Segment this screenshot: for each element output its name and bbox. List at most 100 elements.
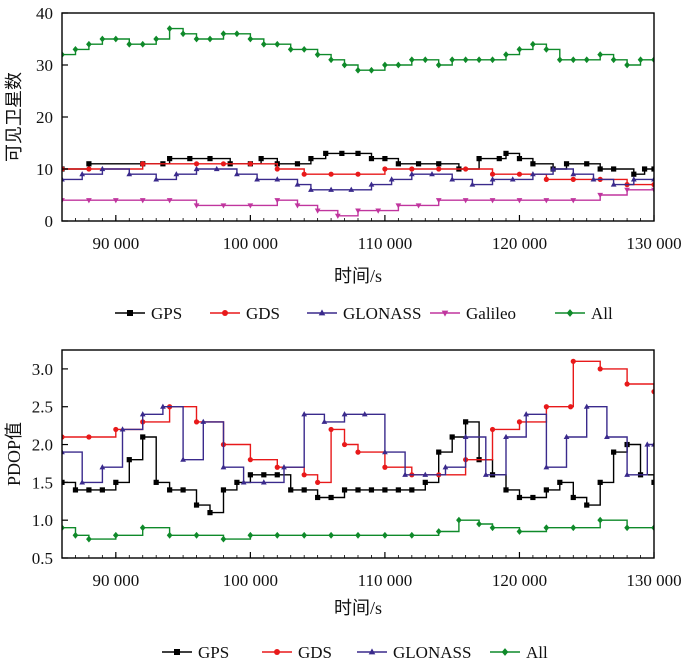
data-point-all (651, 56, 654, 64)
data-point-all (408, 56, 415, 64)
data-point-glonass (624, 471, 630, 477)
legend-label: GDS (298, 643, 332, 662)
data-point-gps (193, 502, 200, 508)
legend-label: GLONASS (393, 643, 471, 662)
data-point-gps (368, 487, 375, 493)
data-point-gps (355, 150, 361, 156)
data-point-gds (489, 171, 496, 177)
series-glonass (62, 165, 654, 192)
x-tick-label: 110 000 (358, 571, 413, 590)
data-point-glonass (220, 464, 227, 470)
data-point-all (86, 535, 92, 543)
data-point-all (355, 531, 361, 539)
data-point-all (489, 524, 496, 532)
data-point-gds (220, 161, 227, 167)
data-point-gps (651, 166, 654, 172)
data-point-glonass (583, 403, 590, 409)
series-line-all (62, 27, 654, 71)
data-point-glonass (644, 441, 651, 447)
data-point-gds (274, 464, 280, 470)
data-point-gps (611, 166, 617, 172)
data-point-galileo (139, 198, 146, 204)
data-point-gds (247, 457, 253, 463)
data-point-all (597, 51, 604, 58)
data-point-all (328, 531, 334, 539)
data-point-all (489, 56, 496, 64)
series-gds (62, 161, 654, 188)
data-point-galileo (314, 208, 321, 214)
data-point-glonass (489, 176, 496, 182)
data-point-all (476, 56, 482, 64)
series-line-glonass (62, 168, 654, 191)
data-point-all (516, 528, 523, 535)
data-point-glonass (294, 181, 301, 187)
data-point-galileo (375, 208, 382, 214)
data-point-gps (126, 457, 132, 463)
data-point-gds (355, 171, 361, 177)
data-point-gps (516, 156, 523, 162)
data-point-glonass (651, 176, 654, 182)
data-point-glonass (442, 464, 449, 470)
data-point-gds (597, 366, 603, 372)
data-point-all (435, 61, 442, 69)
data-point-gds (543, 404, 549, 410)
data-point-all (543, 524, 550, 532)
data-point-galileo (86, 198, 92, 204)
data-point-gps (140, 434, 146, 440)
data-point-all (220, 535, 227, 543)
data-point-gps (328, 494, 334, 501)
legend-marker-all (566, 309, 574, 317)
y-tick-label: 10 (36, 160, 53, 179)
data-point-all (624, 524, 630, 532)
data-point-gps (415, 161, 422, 167)
data-point-galileo (435, 198, 442, 204)
data-point-gps (323, 150, 329, 156)
data-point-gps (395, 161, 401, 167)
data-point-galileo (355, 208, 361, 214)
data-point-gds (516, 419, 523, 425)
data-point-glonass (119, 426, 126, 432)
data-point-galileo (570, 198, 577, 204)
data-point-all (112, 35, 119, 43)
data-point-gds (140, 161, 146, 167)
x-tick-label: 120 000 (492, 234, 547, 253)
data-point-glonass (341, 411, 348, 417)
data-point-glonass (301, 411, 308, 417)
data-point-all (207, 35, 213, 43)
data-point-glonass (260, 479, 267, 485)
data-point-all (314, 51, 321, 58)
data-point-glonass (402, 471, 408, 477)
data-point-gps (395, 487, 401, 493)
data-point-glonass (79, 479, 86, 485)
data-point-all (166, 25, 173, 32)
data-point-glonass (240, 479, 247, 485)
data-point-all (153, 35, 160, 43)
y-tick-label: 0.5 (32, 549, 53, 568)
x-tick-label: 90 000 (92, 571, 139, 590)
series-all (62, 25, 654, 74)
legend-marker-gps (174, 649, 180, 655)
data-point-gps (180, 487, 186, 493)
data-point-gds (315, 479, 321, 485)
data-point-gps (516, 494, 523, 501)
data-point-glonass (368, 181, 375, 187)
data-point-glonass (328, 186, 334, 192)
data-point-gps (86, 161, 92, 167)
data-point-all (220, 30, 227, 38)
data-point-all (112, 531, 119, 539)
data-point-glonass (509, 176, 516, 182)
data-point-all (301, 531, 308, 539)
data-point-galileo (516, 198, 523, 204)
data-point-gps (597, 166, 603, 172)
data-point-all (287, 46, 294, 53)
data-point-all (72, 531, 79, 539)
data-point-gps (258, 156, 264, 162)
data-point-gps (167, 156, 173, 162)
data-point-gps (382, 156, 388, 162)
data-point-glonass (651, 441, 654, 447)
legend-item-glonass: GLONASS (357, 643, 471, 662)
data-point-gds (301, 472, 307, 478)
series-line-gds (62, 360, 654, 484)
data-point-gds (567, 404, 574, 410)
data-point-galileo (247, 203, 254, 209)
